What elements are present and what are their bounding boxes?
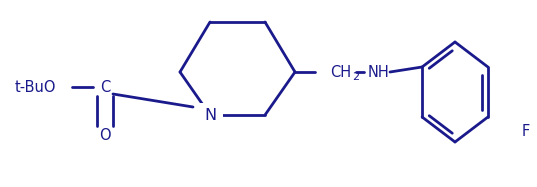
Text: N: N	[204, 108, 216, 122]
Text: t-BuO: t-BuO	[14, 79, 56, 94]
Text: C: C	[100, 79, 110, 94]
FancyBboxPatch shape	[197, 103, 223, 127]
Text: F: F	[522, 125, 530, 140]
Text: NH: NH	[368, 65, 390, 79]
Text: 2: 2	[352, 72, 359, 82]
Text: CH: CH	[330, 65, 351, 79]
Text: O: O	[99, 128, 111, 142]
